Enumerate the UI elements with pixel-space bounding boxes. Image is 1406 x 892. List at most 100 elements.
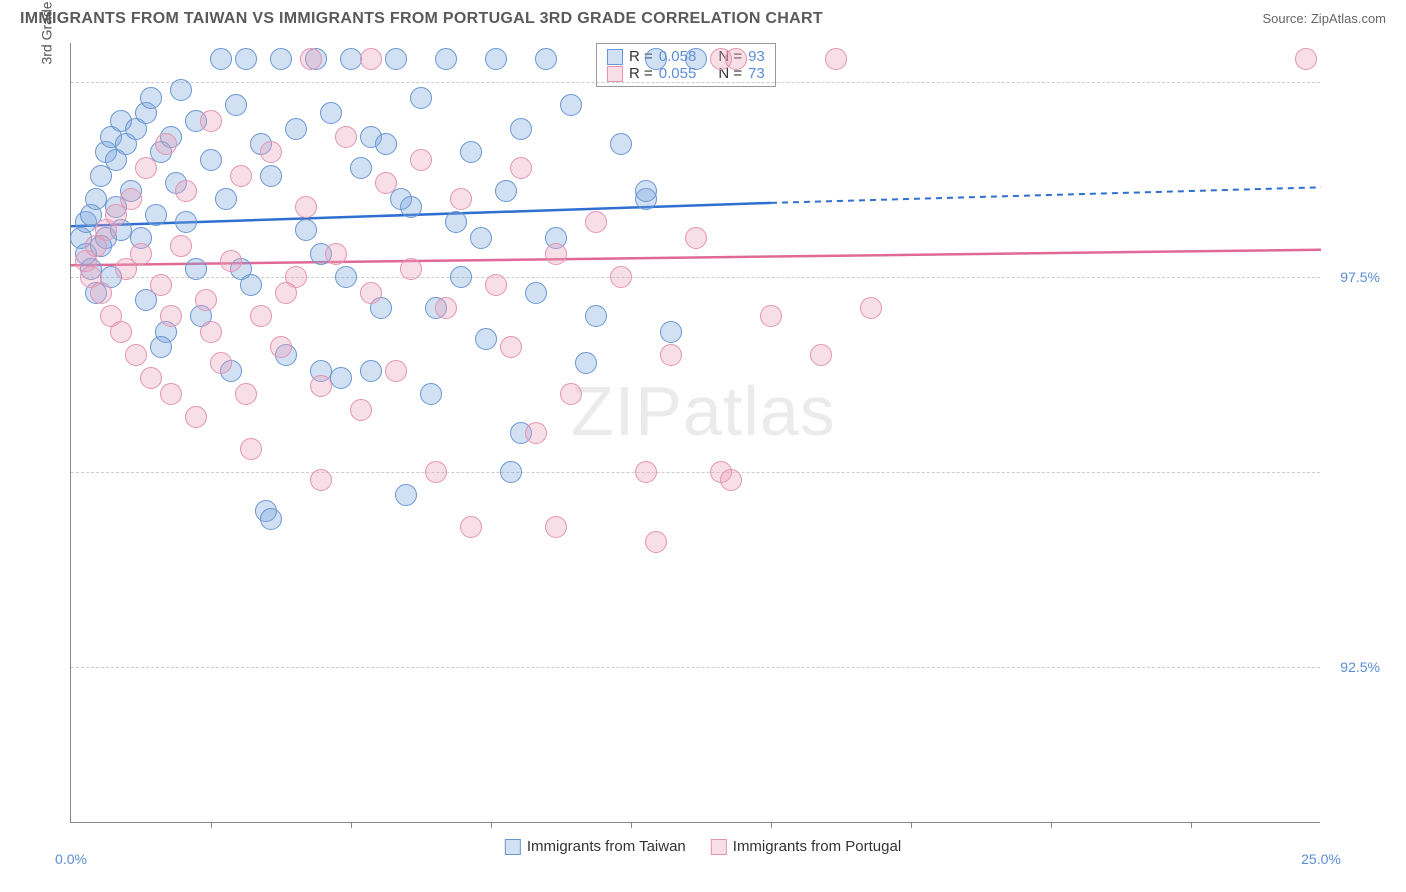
scatter-point-taiwan (525, 282, 547, 304)
scatter-point-taiwan (150, 336, 172, 358)
header: IMMIGRANTS FROM TAIWAN VS IMMIGRANTS FRO… (0, 0, 1406, 33)
scatter-point-portugal (110, 321, 132, 343)
trend-line-portugal (71, 250, 1321, 266)
scatter-point-taiwan (295, 219, 317, 241)
scatter-point-portugal (485, 274, 507, 296)
y-axis-label: 3rd Grade (39, 1, 55, 64)
scatter-point-portugal (125, 344, 147, 366)
scatter-point-taiwan (510, 118, 532, 140)
scatter-point-portugal (335, 126, 357, 148)
y-tick-label: 92.5% (1340, 659, 1380, 675)
scatter-point-portugal (200, 110, 222, 132)
scatter-point-taiwan (340, 48, 362, 70)
scatter-point-portugal (120, 188, 142, 210)
scatter-point-taiwan (410, 87, 432, 109)
scatter-point-portugal (130, 243, 152, 265)
scatter-point-taiwan (175, 211, 197, 233)
scatter-point-taiwan (170, 79, 192, 101)
scatter-point-portugal (170, 235, 192, 257)
scatter-point-portugal (545, 243, 567, 265)
scatter-point-portugal (300, 48, 322, 70)
scatter-point-taiwan (575, 352, 597, 374)
scatter-point-portugal (725, 48, 747, 70)
scatter-point-portugal (150, 274, 172, 296)
x-tick-mark (1191, 822, 1192, 828)
scatter-point-portugal (200, 321, 222, 343)
legend-series: Immigrants from Taiwan Immigrants from Po… (505, 838, 901, 855)
plot-area: ZIPatlas R =0.058N =93R =0.055N =73 92.5… (70, 43, 1320, 823)
scatter-point-portugal (160, 383, 182, 405)
scatter-point-portugal (385, 360, 407, 382)
scatter-point-portugal (135, 157, 157, 179)
x-tick-mark (631, 822, 632, 828)
scatter-point-portugal (235, 383, 257, 405)
y-tick-label: 97.5% (1340, 269, 1380, 285)
scatter-point-taiwan (215, 188, 237, 210)
scatter-point-taiwan (685, 48, 707, 70)
x-tick-mark (771, 822, 772, 828)
scatter-point-taiwan (200, 149, 222, 171)
legend-n-value: 73 (748, 65, 765, 82)
scatter-point-portugal (585, 211, 607, 233)
scatter-point-taiwan (645, 48, 667, 70)
scatter-point-taiwan (445, 211, 467, 233)
scatter-point-taiwan (185, 258, 207, 280)
scatter-point-taiwan (635, 180, 657, 202)
scatter-point-portugal (325, 243, 347, 265)
scatter-point-portugal (175, 180, 197, 202)
scatter-point-portugal (250, 305, 272, 327)
legend-series-label: Immigrants from Portugal (733, 838, 901, 855)
scatter-point-portugal (240, 438, 262, 460)
chart-title: IMMIGRANTS FROM TAIWAN VS IMMIGRANTS FRO… (20, 10, 823, 28)
scatter-point-portugal (425, 461, 447, 483)
scatter-point-portugal (810, 344, 832, 366)
legend-n-value: 93 (748, 48, 765, 65)
legend-stats: R =0.058N =93R =0.055N =73 (596, 43, 776, 87)
gridline-horizontal (71, 472, 1320, 473)
scatter-point-taiwan (260, 508, 282, 530)
scatter-point-taiwan (395, 484, 417, 506)
scatter-point-portugal (220, 250, 242, 272)
scatter-point-taiwan (435, 48, 457, 70)
x-tick-mark (911, 822, 912, 828)
scatter-point-portugal (460, 516, 482, 538)
legend-series-label: Immigrants from Taiwan (527, 838, 686, 855)
scatter-point-taiwan (320, 102, 342, 124)
scatter-point-taiwan (385, 48, 407, 70)
scatter-point-taiwan (610, 133, 632, 155)
legend-series-item-taiwan: Immigrants from Taiwan (505, 838, 686, 855)
scatter-point-portugal (155, 133, 177, 155)
x-tick-mark (1051, 822, 1052, 828)
legend-swatch-taiwan (505, 839, 521, 855)
scatter-point-portugal (270, 336, 292, 358)
scatter-point-taiwan (450, 266, 472, 288)
scatter-point-portugal (760, 305, 782, 327)
scatter-point-portugal (685, 227, 707, 249)
scatter-point-portugal (260, 141, 282, 163)
scatter-point-taiwan (335, 266, 357, 288)
scatter-point-taiwan (585, 305, 607, 327)
scatter-point-portugal (360, 282, 382, 304)
scatter-point-portugal (310, 469, 332, 491)
gridline-horizontal (71, 82, 1320, 83)
scatter-point-taiwan (270, 48, 292, 70)
chart-source: Source: ZipAtlas.com (1262, 11, 1386, 26)
scatter-point-portugal (230, 165, 252, 187)
x-tick-label: 0.0% (55, 851, 87, 867)
scatter-point-portugal (375, 172, 397, 194)
scatter-point-portugal (500, 336, 522, 358)
x-tick-mark (491, 822, 492, 828)
scatter-point-portugal (450, 188, 472, 210)
x-tick-mark (211, 822, 212, 828)
scatter-point-taiwan (475, 328, 497, 350)
legend-swatch-taiwan (607, 49, 623, 65)
scatter-point-portugal (860, 297, 882, 319)
scatter-point-portugal (510, 157, 532, 179)
scatter-point-taiwan (235, 48, 257, 70)
scatter-point-portugal (720, 469, 742, 491)
scatter-point-taiwan (210, 48, 232, 70)
scatter-point-portugal (825, 48, 847, 70)
scatter-point-portugal (525, 422, 547, 444)
scatter-point-taiwan (140, 87, 162, 109)
trend-line-dashed-taiwan (771, 187, 1321, 203)
